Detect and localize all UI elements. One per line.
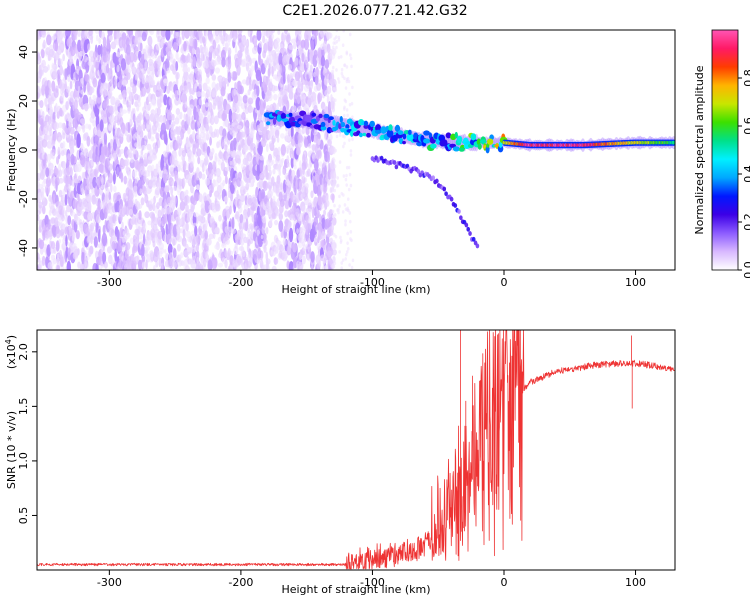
spectrogram-plot-area	[37, 30, 675, 270]
snr-x-ticks: -300 -200 -100 0 100	[97, 570, 646, 589]
snr-y-tick-label: 1.0	[17, 452, 30, 470]
spectrogram-x-axis-label: Height of straight line (km)	[281, 283, 430, 296]
spectrogram-x-tick-label: 100	[625, 276, 646, 289]
colorbar-tick-label: 0.8	[742, 69, 750, 87]
spectrogram-x-tick-label: 0	[500, 276, 507, 289]
snr-x-tick-label: -300	[97, 576, 122, 589]
snr-y-tick-label: 2.0	[17, 343, 30, 361]
snr-x-axis-label: Height of straight line (km)	[281, 583, 430, 596]
spectrogram-y-axis-label: Frequency (Hz)	[5, 109, 18, 192]
snr-y-tick-label: 1.5	[17, 398, 30, 416]
spectrogram-x-tick-label: -200	[228, 276, 253, 289]
snr-y-tick-label: 0.5	[17, 507, 30, 525]
snr-x-tick-label: 100	[625, 576, 646, 589]
snr-x-tick-label: -100	[360, 576, 385, 589]
snr-y-ticks: 0.5 1.0 1.5 2.0	[17, 343, 37, 524]
chart-title: C2E1.2026.077.21.42.G32	[282, 3, 467, 19]
colorbar-tick-label: 0.2	[742, 213, 750, 231]
snr-series-line	[36, 329, 675, 570]
snr-x-tick-label: 0	[500, 576, 507, 589]
spectrogram-y-tick-label: -40	[17, 239, 30, 257]
spectrogram-y-tick-label: 0	[17, 147, 30, 154]
colorbar-tick-label: 0.4	[742, 165, 750, 183]
snr-panel: -300 -200 -100 0 100 0.5 1.0 1.5 2.0 Height of …	[4, 329, 676, 596]
snr-scale-factor: (x104)	[4, 335, 18, 369]
spectrogram-y-tick-label: 40	[17, 45, 30, 59]
spectrogram-y-ticks: -40 -20 0 20 40	[17, 45, 37, 257]
snr-frame	[36, 329, 676, 571]
spectrogram-y-tick-label: -20	[17, 190, 30, 208]
spectrogram-x-tick-label: -100	[360, 276, 385, 289]
snr-y-axis-label: SNR (10 * v/v)	[5, 411, 18, 489]
snr-frame-overlay	[36, 329, 676, 571]
colorbar: 0.0 0.2 0.4 0.6 0.8 Normalized spectral ampl…	[693, 29, 750, 279]
colorbar-tick-label: 0.0	[742, 261, 750, 279]
colorbar-label: Normalized spectral amplitude	[693, 65, 706, 234]
spectrogram-x-ticks: -300 -200 -100 0 100	[97, 270, 646, 289]
spectrogram-x-tick-label: -300	[97, 276, 122, 289]
snr-x-tick-label: -200	[228, 576, 253, 589]
spectrogram-cells	[37, 30, 675, 270]
colorbar-tick-label: 0.6	[742, 117, 750, 135]
spectrogram-y-tick-label: 20	[17, 94, 30, 108]
colorbar-ticks: 0.0 0.2 0.4 0.6 0.8	[738, 69, 750, 279]
colorbar-gradient	[711, 29, 739, 271]
